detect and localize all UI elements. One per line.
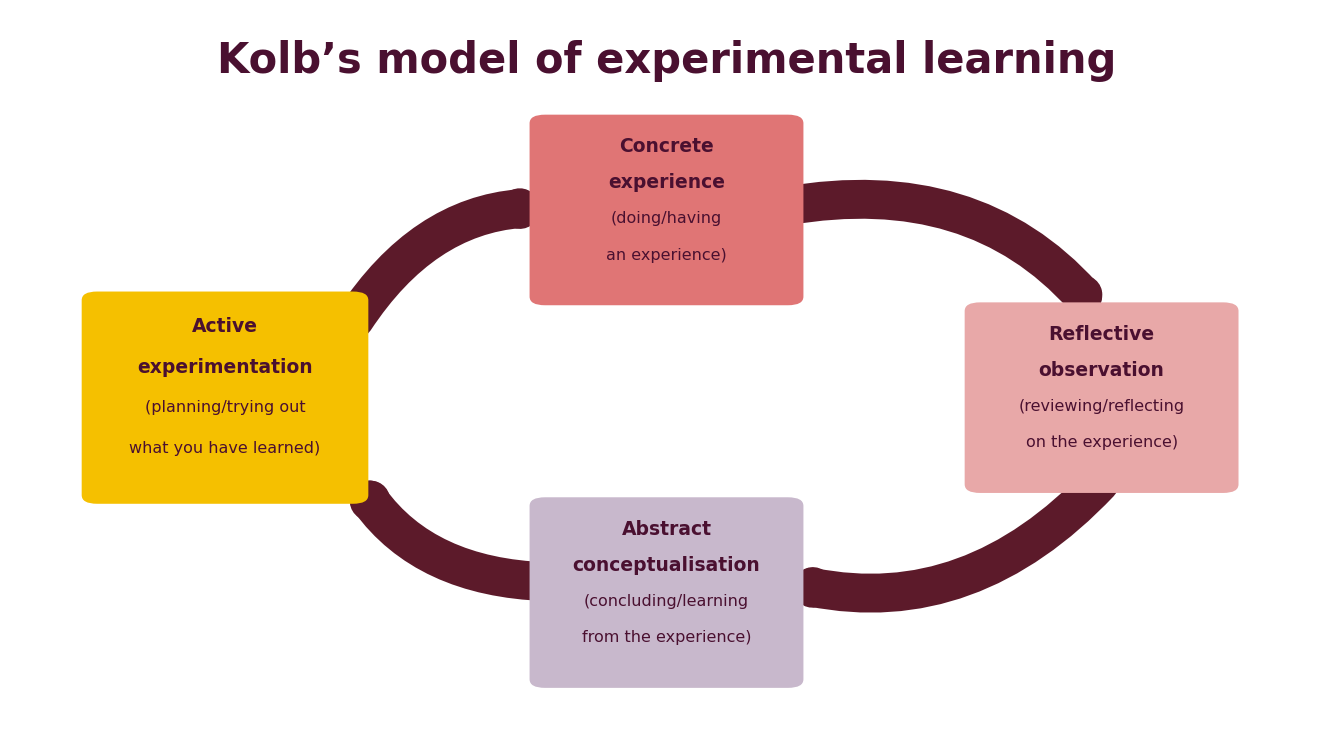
Text: (doing/having: (doing/having	[611, 211, 722, 226]
Text: Active: Active	[192, 317, 259, 336]
Text: what you have learned): what you have learned)	[129, 441, 321, 456]
Text: Reflective: Reflective	[1049, 325, 1154, 344]
Text: (reviewing/reflecting: (reviewing/reflecting	[1018, 399, 1185, 414]
Text: (planning/trying out: (planning/trying out	[145, 400, 305, 415]
Text: Abstract: Abstract	[621, 520, 712, 539]
Text: conceptualisation: conceptualisation	[573, 556, 760, 575]
Text: experience: experience	[608, 174, 725, 193]
FancyBboxPatch shape	[529, 497, 804, 688]
FancyBboxPatch shape	[529, 114, 804, 305]
Text: experimentation: experimentation	[137, 358, 313, 377]
Text: an experience): an experience)	[607, 247, 726, 262]
Text: on the experience): on the experience)	[1025, 435, 1177, 450]
FancyBboxPatch shape	[81, 292, 368, 504]
Text: observation: observation	[1038, 361, 1165, 380]
Text: Kolb’s model of experimental learning: Kolb’s model of experimental learning	[217, 41, 1116, 82]
Text: from the experience): from the experience)	[581, 630, 752, 645]
Text: Concrete: Concrete	[619, 138, 714, 156]
FancyBboxPatch shape	[965, 302, 1238, 493]
Text: (concluding/learning: (concluding/learning	[584, 594, 749, 609]
